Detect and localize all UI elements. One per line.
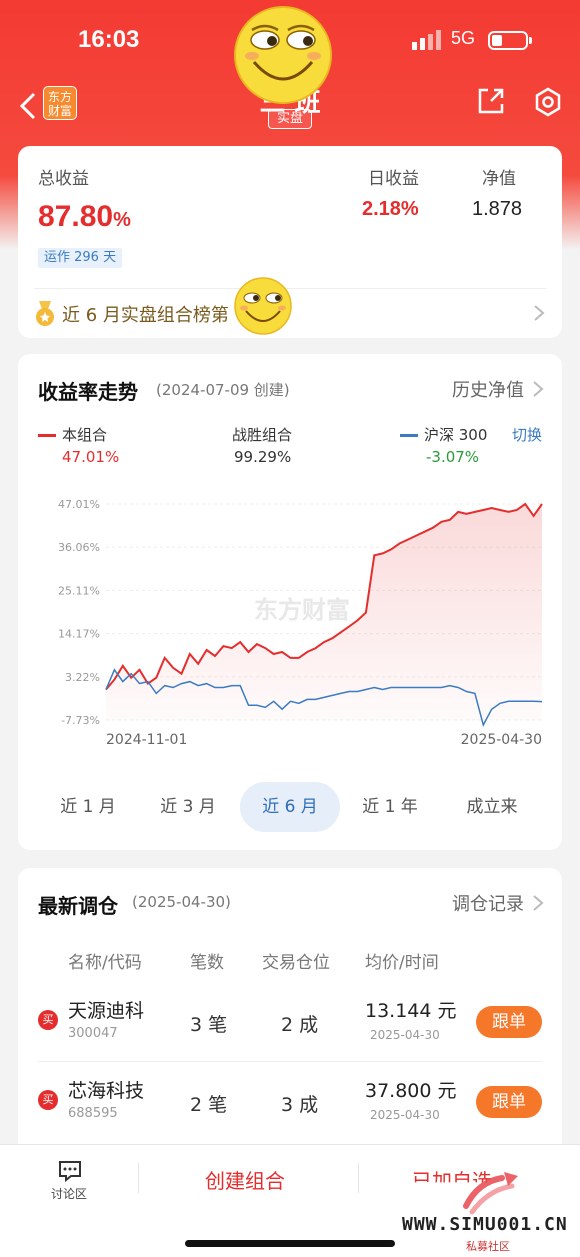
header-count: 笔数 bbox=[190, 953, 224, 973]
net-value-label: 净值 bbox=[482, 169, 516, 189]
latest-trades-card: 最新调仓 (2025-04-30) 调仓记录 名称/代码 笔数 交易仓位 均价/… bbox=[18, 868, 562, 1168]
stock-code: 300047 bbox=[68, 1026, 118, 1041]
trend-created-date: (2024-07-09 创建) bbox=[156, 381, 290, 399]
logo-text-bottom: 财富 bbox=[47, 104, 72, 118]
chevron-right-icon[interactable] bbox=[532, 380, 544, 398]
status-bar: 16:03 5G bbox=[0, 22, 580, 58]
trade-position: 3 成 bbox=[281, 1094, 319, 1116]
discussion-icon[interactable] bbox=[57, 1159, 83, 1183]
range-1-year[interactable]: 近 1 年 bbox=[362, 797, 418, 817]
share-icon[interactable] bbox=[476, 86, 506, 116]
legend-beat-value: 99.29% bbox=[234, 448, 292, 466]
site-watermark: WWW.SIMU001.CN bbox=[402, 1214, 568, 1235]
chevron-right-icon[interactable] bbox=[532, 894, 544, 912]
trade-position: 2 成 bbox=[281, 1014, 319, 1036]
follow-button[interactable]: 跟单 bbox=[476, 1086, 542, 1118]
trade-row[interactable]: 买 天源迪科 300047 3 笔 2 成 13.144 元 2025-04-3… bbox=[18, 982, 562, 1062]
bar-divider bbox=[138, 1163, 139, 1193]
range-since-inception[interactable]: 成立来 bbox=[466, 797, 518, 817]
trade-row[interactable]: 买 芯海科技 688595 2 笔 3 成 37.800 元 2025-04-3… bbox=[18, 1062, 562, 1142]
real-account-tag: 实盘 bbox=[268, 109, 312, 129]
x-tick-label: 2025-04-30 bbox=[461, 732, 542, 748]
y-tick-label: 47.01% bbox=[58, 498, 100, 511]
y-tick-label: 3.22% bbox=[65, 671, 100, 684]
row-divider bbox=[38, 1061, 542, 1062]
discussion-label[interactable]: 讨论区 bbox=[51, 1187, 88, 1201]
app-logo: 东方 财富 bbox=[43, 86, 77, 120]
series-area-fill bbox=[106, 504, 542, 720]
legend-portfolio: 本组合 bbox=[38, 424, 107, 445]
return-line-chart: 东方财富 47.01% 36.06% 25.11% 14.17% 3.22% -7.73%… bbox=[58, 498, 543, 748]
legend-beat-label: 战胜组合 bbox=[232, 426, 293, 444]
trend-title: 收益率走势 bbox=[38, 380, 138, 404]
settings-gear-icon[interactable] bbox=[532, 86, 564, 118]
range-6-months[interactable]: 近 6 月 bbox=[240, 782, 340, 832]
range-3-months[interactable]: 近 3 月 bbox=[160, 797, 216, 817]
create-portfolio-button[interactable]: 创建组合 bbox=[205, 1169, 285, 1193]
follow-button[interactable]: 跟单 bbox=[476, 1006, 542, 1038]
daily-return-value: 2.18% bbox=[362, 198, 419, 220]
return-trend-card: 收益率走势 (2024-07-09 创建) 历史净值 本组合 47.01% 战胜… bbox=[18, 354, 562, 850]
switch-benchmark-button[interactable]: 切换 bbox=[511, 426, 542, 444]
trades-title: 最新调仓 bbox=[38, 894, 118, 918]
portfolio-series-line bbox=[105, 502, 543, 691]
legend-index-value: -3.07% bbox=[426, 448, 480, 466]
x-tick-label: 2024-11-01 bbox=[106, 732, 187, 748]
battery-icon bbox=[488, 31, 532, 50]
range-1-month[interactable]: 近 1 月 bbox=[60, 797, 116, 817]
daily-return-label: 日收益 bbox=[368, 169, 419, 189]
ranking-link[interactable]: 近 6 月实盘组合榜第 bbox=[62, 305, 229, 326]
stock-name: 天源迪科 bbox=[68, 1000, 145, 1022]
divider bbox=[34, 288, 546, 289]
y-tick-label: -7.73% bbox=[61, 714, 100, 727]
buy-badge: 买 bbox=[38, 1090, 58, 1110]
trades-date: (2025-04-30) bbox=[132, 893, 231, 911]
site-watermark-logo bbox=[463, 1172, 518, 1215]
network-type: 5G bbox=[451, 28, 476, 48]
chart-watermark: 东方财富 bbox=[254, 596, 350, 624]
status-time: 16:03 bbox=[78, 26, 140, 53]
smirk-emoji-sticker bbox=[234, 6, 332, 104]
trade-count: 3 笔 bbox=[190, 1014, 228, 1036]
buy-badge: 买 bbox=[38, 1010, 58, 1030]
legend-blue-line bbox=[400, 434, 418, 437]
header-name-code: 名称/代码 bbox=[68, 953, 142, 973]
header-price-time: 均价/时间 bbox=[365, 953, 439, 973]
chevron-right-icon[interactable] bbox=[532, 303, 546, 323]
medal-icon bbox=[36, 301, 54, 326]
add-watchlist-button[interactable]: 已加自选 bbox=[412, 1169, 492, 1193]
trade-count: 2 笔 bbox=[190, 1094, 228, 1116]
y-tick-label: 14.17% bbox=[58, 628, 100, 641]
legend-index: 沪深 300 bbox=[400, 424, 487, 445]
stock-name: 芯海科技 bbox=[68, 1080, 145, 1102]
y-tick-label: 25.11% bbox=[58, 584, 100, 597]
net-value: 1.878 bbox=[472, 198, 523, 220]
trade-history-link[interactable]: 调仓记录 bbox=[452, 894, 524, 915]
logo-text-top: 东方 bbox=[47, 90, 72, 104]
signal-icon bbox=[412, 30, 441, 50]
trade-date: 2025-04-30 bbox=[370, 1028, 440, 1042]
running-days-badge: 运作 296 天 bbox=[38, 248, 123, 268]
stock-code: 688595 bbox=[68, 1106, 118, 1121]
total-return-label: 总收益 bbox=[38, 169, 89, 189]
avg-price: 37.800 元 bbox=[365, 1080, 457, 1102]
site-watermark-sub: 私募社区 bbox=[466, 1240, 510, 1253]
index-series-line bbox=[105, 668, 543, 728]
y-tick-label: 36.06% bbox=[58, 541, 100, 554]
header-position: 交易仓位 bbox=[262, 953, 330, 973]
legend-red-line bbox=[38, 434, 56, 437]
avg-price: 13.144 元 bbox=[365, 1000, 457, 1022]
legend-portfolio-value: 47.01% bbox=[62, 448, 120, 466]
trade-date: 2025-04-30 bbox=[370, 1108, 440, 1122]
time-range-selector: 近 1 月 近 3 月 近 6 月 近 1 年 成立来 bbox=[18, 782, 562, 832]
home-indicator bbox=[185, 1240, 395, 1247]
bar-divider bbox=[358, 1163, 359, 1193]
total-return-value: 87.80% bbox=[38, 200, 131, 233]
smirk-emoji-small bbox=[234, 277, 292, 335]
history-nav-link[interactable]: 历史净值 bbox=[452, 380, 524, 401]
back-arrow-icon[interactable] bbox=[14, 86, 44, 126]
